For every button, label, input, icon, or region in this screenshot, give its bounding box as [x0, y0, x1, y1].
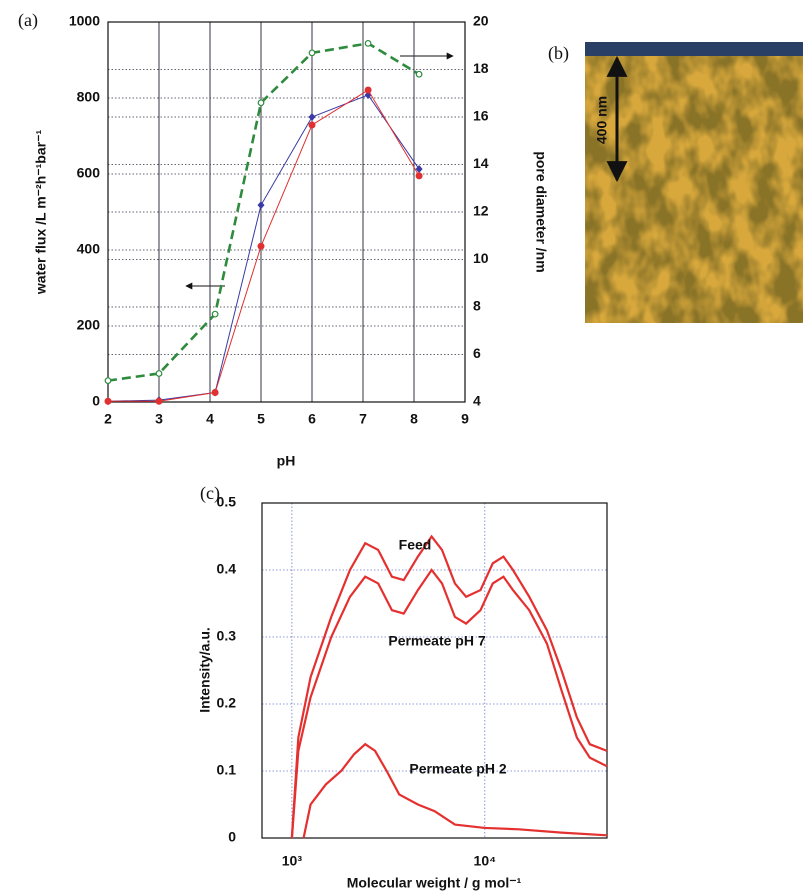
y2-axis-label: pore diameter /nm [533, 151, 549, 272]
marker [212, 311, 218, 317]
x-tick-label: 2 [104, 411, 112, 427]
y-tick-label: 0.3 [217, 628, 237, 644]
marker [105, 398, 112, 405]
x-axis-label: Molecular weight / g mol⁻¹ [347, 875, 522, 891]
scale-bar-label: 400 nm [594, 96, 610, 144]
y-tick-label: 400 [77, 241, 101, 257]
series-label: Permeate pH 2 [409, 761, 506, 777]
x-tick-label: 8 [410, 411, 418, 427]
y-tick-label: 0.4 [217, 561, 237, 577]
marker [258, 201, 265, 209]
panel-label: (b) [548, 43, 569, 64]
marker [156, 398, 163, 405]
marker [105, 378, 111, 384]
series-label: Permeate pH 7 [388, 633, 485, 649]
y2-tick-label: 8 [473, 298, 481, 314]
x-tick-label: 4 [206, 411, 214, 427]
y-tick-label: 800 [77, 89, 101, 105]
y-tick-label: 0 [92, 393, 100, 409]
x-tick-label: 9 [461, 411, 469, 427]
marker [258, 100, 264, 106]
y-tick-label: 600 [77, 165, 101, 181]
y2-tick-label: 16 [473, 108, 489, 124]
marker [309, 113, 316, 121]
x-axis-label: pH [277, 453, 296, 469]
series-line [304, 744, 607, 838]
y2-tick-label: 10 [473, 250, 489, 266]
panel-label: (c) [200, 483, 220, 504]
y-tick-label: 0.1 [217, 762, 237, 778]
y2-tick-label: 6 [473, 345, 481, 361]
y2-tick-label: 20 [473, 13, 489, 29]
y2-tick-label: 12 [473, 203, 489, 219]
x-tick-label: 3 [155, 411, 163, 427]
y-tick-label: 1000 [69, 13, 100, 29]
marker [365, 41, 371, 47]
marker [365, 87, 372, 94]
y-tick-label: 200 [77, 317, 101, 333]
figure: 400 nm (b) 23456789020040060080010004681… [0, 0, 803, 896]
marker [309, 121, 316, 128]
x-tick-label: 5 [257, 411, 265, 427]
y2-tick-label: 14 [473, 155, 489, 171]
series-label: Feed [399, 537, 432, 553]
y-axis-label: water flux /L m⁻²h⁻¹bar⁻¹ [33, 130, 49, 296]
y2-tick-label: 4 [473, 393, 481, 409]
marker [416, 71, 422, 77]
marker [258, 243, 265, 250]
panel-label: (a) [18, 10, 38, 31]
marker [416, 172, 423, 179]
x-tick-label: 7 [359, 411, 367, 427]
y-tick-label: 0.2 [217, 695, 237, 711]
y2-tick-label: 18 [473, 60, 489, 76]
y-axis-label: Intensity/a.u. [197, 627, 213, 713]
marker [156, 371, 162, 377]
micrograph: 400 nm [585, 42, 803, 323]
x-tick-label: 6 [308, 411, 316, 427]
y-tick-label: 0 [228, 829, 236, 845]
x-tick-label: 10³ [282, 853, 303, 869]
marker [309, 50, 315, 56]
x-tick-label: 10⁴ [474, 853, 497, 869]
marker [212, 389, 219, 396]
